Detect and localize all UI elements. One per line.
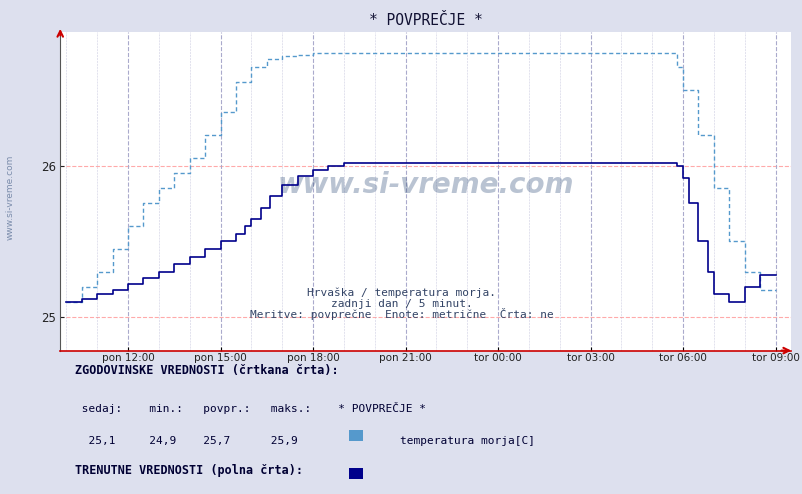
Text: sedaj:    min.:   povpr.:   maks.:    * POVPREČJE *: sedaj: min.: povpr.: maks.: * POVPREČJE … [75, 402, 425, 414]
Text: Meritve: povprečne  Enote: metrične  Črta: ne: Meritve: povprečne Enote: metrične Črta:… [249, 308, 553, 320]
Text: zadnji dan / 5 minut.: zadnji dan / 5 minut. [330, 299, 472, 309]
Title: * POVPREČJE *: * POVPREČJE * [368, 13, 482, 28]
Text: ZGODOVINSKE VREDNOSTI (črtkana črta):: ZGODOVINSKE VREDNOSTI (črtkana črta): [75, 365, 338, 377]
Text: www.si-vreme.com: www.si-vreme.com [277, 171, 573, 199]
Text: TRENUTNE VREDNOSTI (polna črta):: TRENUTNE VREDNOSTI (polna črta): [75, 464, 302, 477]
Text: 25,1     24,9    25,7      25,9: 25,1 24,9 25,7 25,9 [75, 436, 298, 447]
Text: www.si-vreme.com: www.si-vreme.com [5, 155, 14, 240]
Text: temperatura morja[C]: temperatura morja[C] [399, 436, 534, 447]
Text: Hrvaška / temperatura morja.: Hrvaška / temperatura morja. [306, 288, 496, 298]
